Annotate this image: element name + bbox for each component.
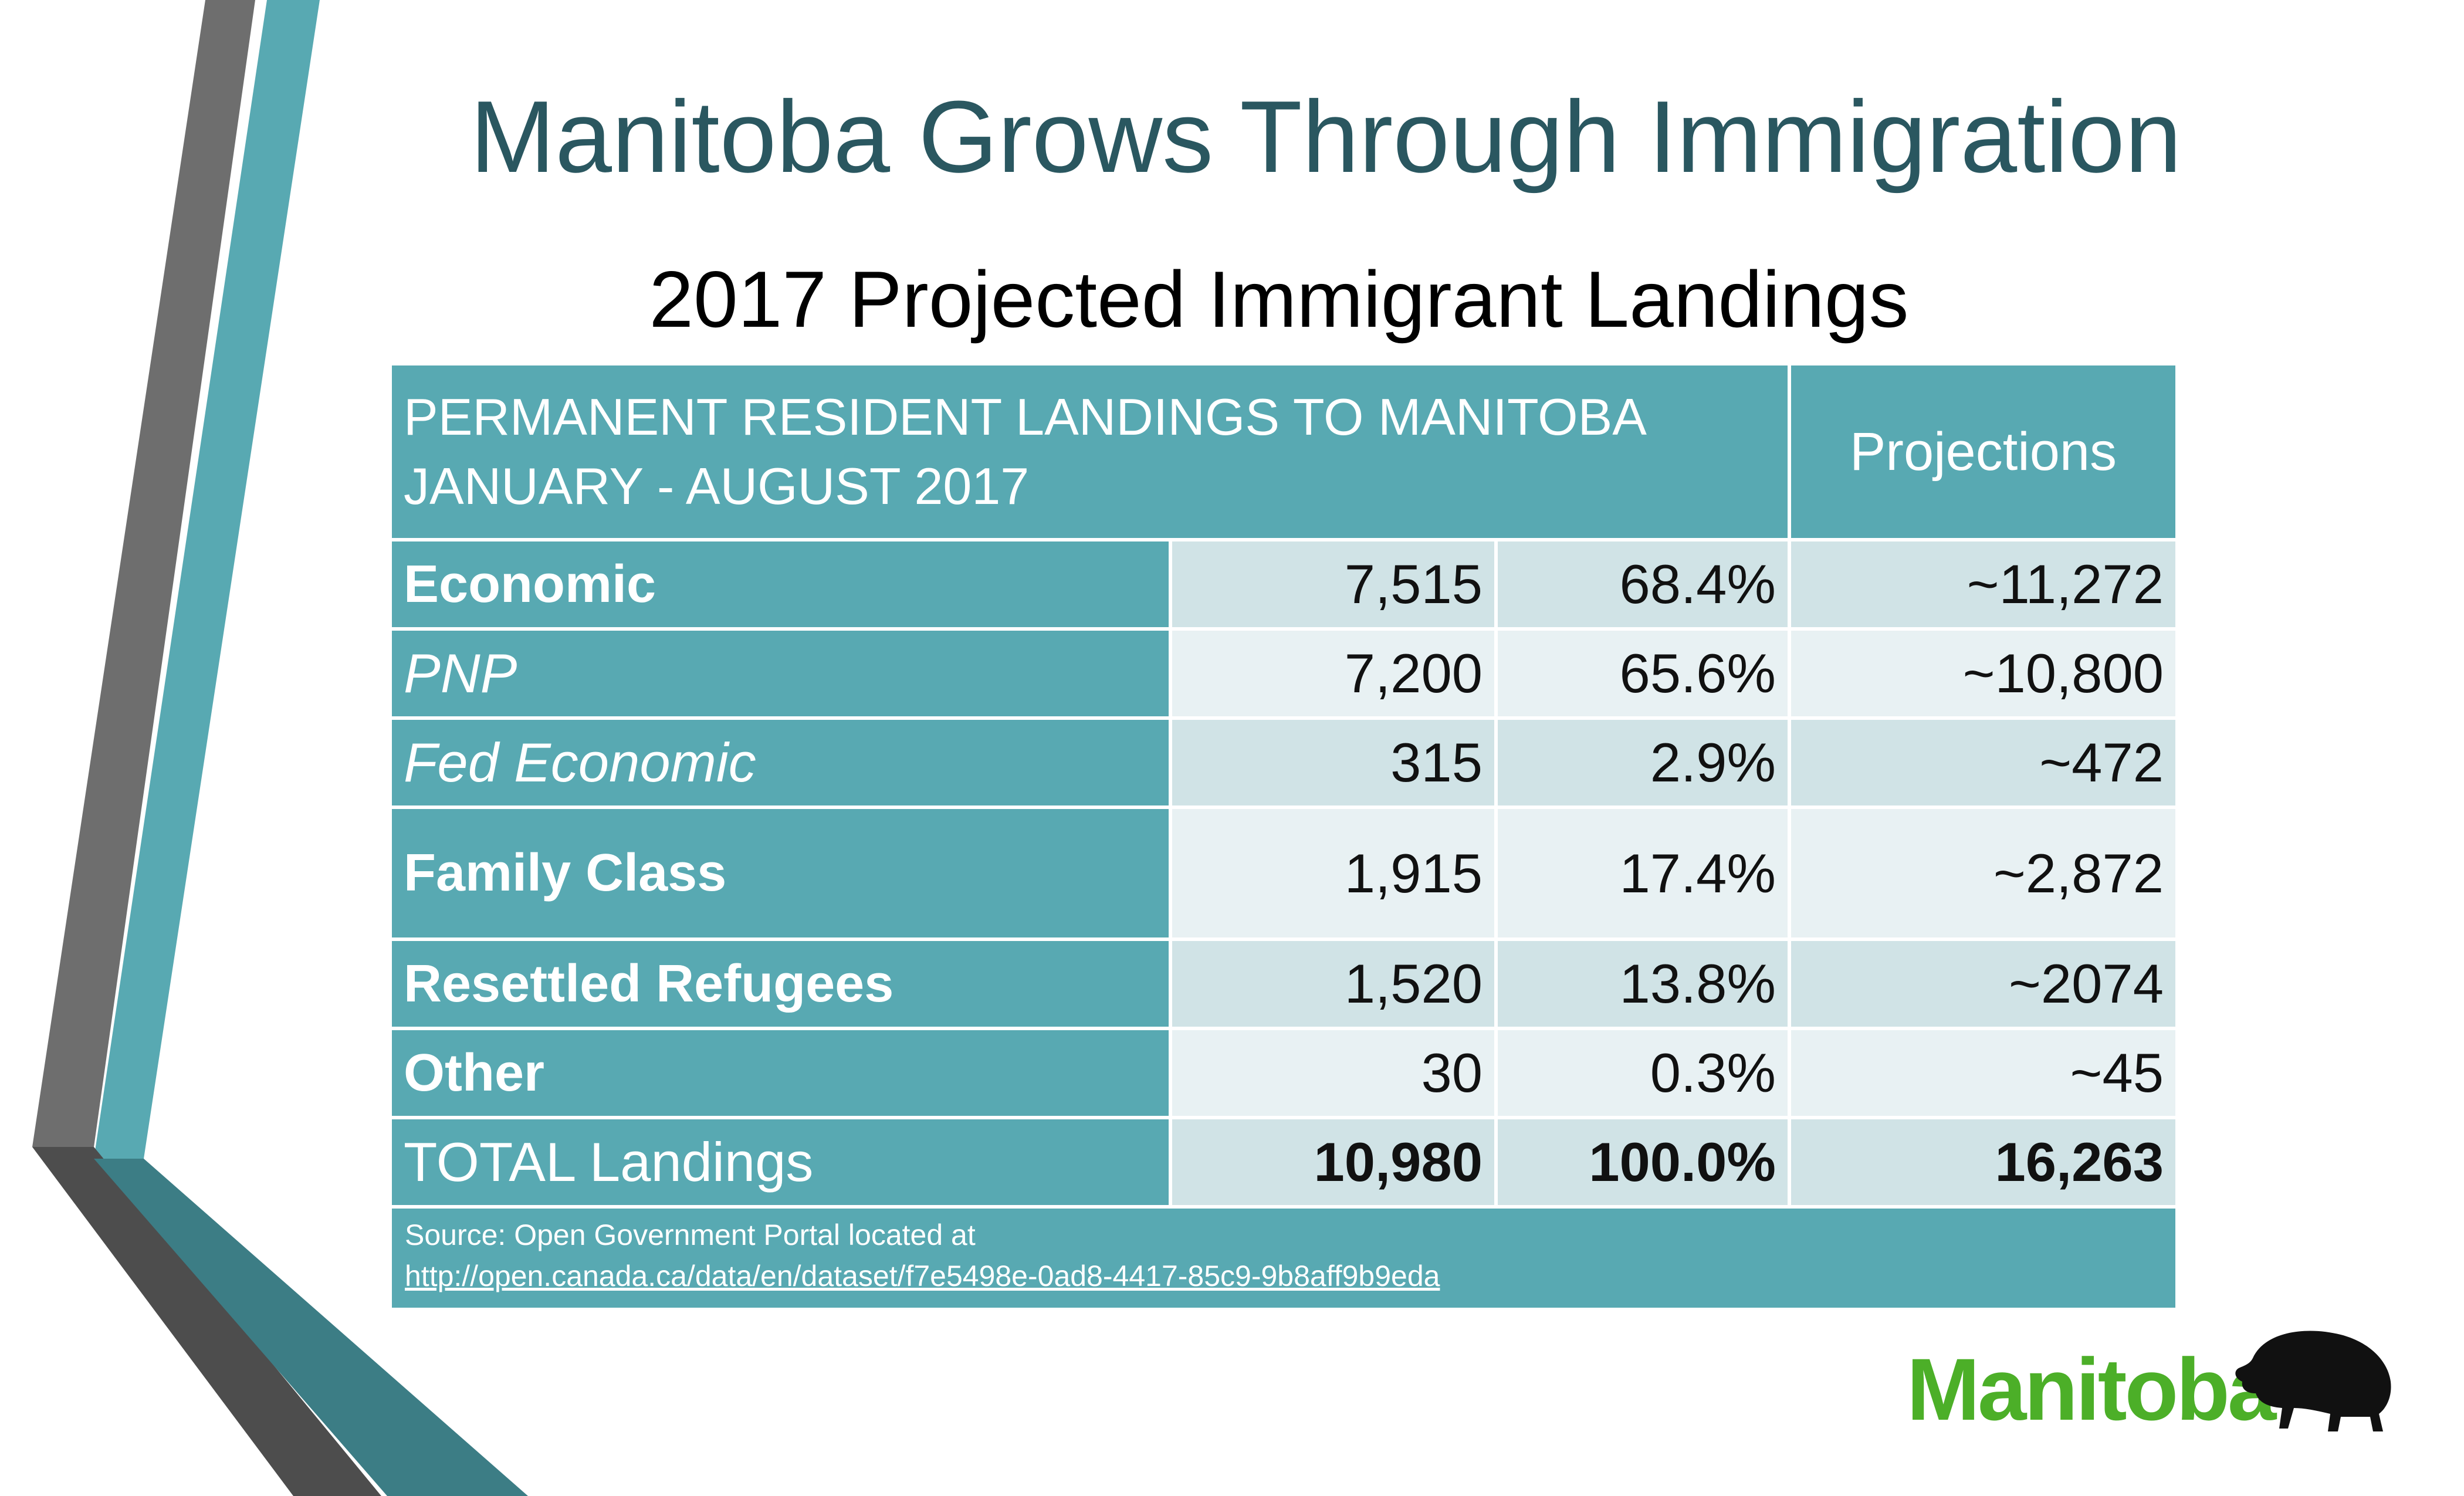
header-projections: Projections xyxy=(1788,362,2179,541)
row-percent: 2.9% xyxy=(1494,716,1791,809)
row-percent: 100.0% xyxy=(1494,1116,1791,1209)
decorative-chevron xyxy=(32,0,528,1496)
row-label: Economic xyxy=(388,538,1172,631)
row-count: 315 xyxy=(1169,716,1498,809)
table-row: Fed Economic 315 2.9% ~472 xyxy=(388,716,2179,809)
row-count: 30 xyxy=(1169,1027,1498,1119)
row-projection: ~472 xyxy=(1788,716,2179,809)
row-label: Fed Economic xyxy=(388,716,1172,809)
row-projection: ~45 xyxy=(1788,1027,2179,1119)
manitoba-logo: Manitoba xyxy=(1907,1331,2391,1437)
page-subtitle: 2017 Projected Immigrant Landings xyxy=(649,255,1909,344)
row-label: Family Class xyxy=(388,805,1172,941)
row-count: 10,980 xyxy=(1169,1116,1498,1209)
row-count: 1,915 xyxy=(1169,805,1498,941)
table-header-row: PERMANENT RESIDENT LANDINGS TO MANITOBA … xyxy=(388,362,2179,541)
row-projection: ~10,800 xyxy=(1788,627,2179,720)
table-row-total: TOTAL Landings 10,980 100.0% 16,263 xyxy=(388,1116,2179,1209)
logo-wordmark: Manitoba xyxy=(1907,1340,2277,1437)
row-label: Other xyxy=(388,1027,1172,1119)
source-note: Source: Open Government Portal located a… xyxy=(388,1205,2179,1311)
bison-icon xyxy=(2235,1331,2391,1431)
page-title: Manitoba Grows Through Immigration xyxy=(470,79,2182,194)
row-projection: ~2074 xyxy=(1788,937,2179,1030)
source-link[interactable]: http://open.canada.ca/data/en/dataset/f7… xyxy=(405,1260,1440,1292)
row-count: 1,520 xyxy=(1169,937,1498,1030)
header-line-2: JANUARY - AUGUST 2017 xyxy=(404,457,1030,515)
row-projection: ~11,272 xyxy=(1788,538,2179,631)
row-percent: 65.6% xyxy=(1494,627,1791,720)
row-percent: 68.4% xyxy=(1494,538,1791,631)
header-line-1: PERMANENT RESIDENT LANDINGS TO MANITOBA xyxy=(404,388,1647,446)
row-projection: 16,263 xyxy=(1788,1116,2179,1209)
source-text: Source: Open Government Portal located a… xyxy=(405,1219,976,1251)
row-count: 7,515 xyxy=(1169,538,1498,631)
row-count: 7,200 xyxy=(1169,627,1498,720)
table-row: Resettled Refugees 1,520 13.8% ~2074 xyxy=(388,937,2179,1030)
row-label: PNP xyxy=(388,627,1172,720)
row-percent: 0.3% xyxy=(1494,1027,1791,1119)
row-label: Resettled Refugees xyxy=(388,937,1172,1030)
table-row: Family Class 1,915 17.4% ~2,872 xyxy=(388,805,2179,941)
row-projection: ~2,872 xyxy=(1788,805,2179,941)
table-row: PNP 7,200 65.6% ~10,800 xyxy=(388,627,2179,720)
row-label: TOTAL Landings xyxy=(388,1116,1172,1209)
row-percent: 17.4% xyxy=(1494,805,1791,941)
row-percent: 13.8% xyxy=(1494,937,1791,1030)
table-header-title: PERMANENT RESIDENT LANDINGS TO MANITOBA … xyxy=(388,362,1791,541)
table-row: Economic 7,515 68.4% ~11,272 xyxy=(388,538,2179,631)
source-row: Source: Open Government Portal located a… xyxy=(388,1205,2179,1311)
landings-table: PERMANENT RESIDENT LANDINGS TO MANITOBA … xyxy=(388,362,2179,1311)
table-row: Other 30 0.3% ~45 xyxy=(388,1027,2179,1119)
